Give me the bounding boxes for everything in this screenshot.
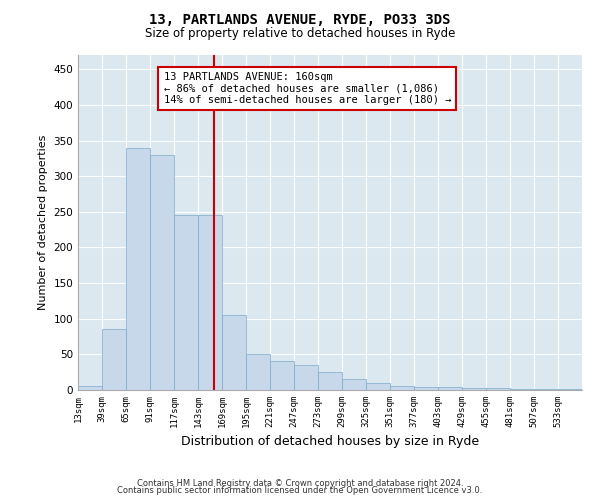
X-axis label: Distribution of detached houses by size in Ryde: Distribution of detached houses by size … xyxy=(181,436,479,448)
Bar xyxy=(438,387,462,390)
Bar xyxy=(198,216,222,390)
Bar xyxy=(102,330,126,390)
Text: Contains public sector information licensed under the Open Government Licence v3: Contains public sector information licen… xyxy=(118,486,482,495)
Bar xyxy=(294,365,318,390)
Text: Contains HM Land Registry data © Crown copyright and database right 2024.: Contains HM Land Registry data © Crown c… xyxy=(137,478,463,488)
Bar xyxy=(174,216,198,390)
Bar xyxy=(510,388,534,390)
Y-axis label: Number of detached properties: Number of detached properties xyxy=(38,135,48,310)
Bar xyxy=(462,388,486,390)
Bar xyxy=(270,362,294,390)
Bar xyxy=(486,388,510,390)
Bar xyxy=(366,383,390,390)
Text: Size of property relative to detached houses in Ryde: Size of property relative to detached ho… xyxy=(145,28,455,40)
Bar xyxy=(126,148,150,390)
Bar xyxy=(390,386,414,390)
Bar xyxy=(246,354,270,390)
Bar xyxy=(150,155,174,390)
Bar xyxy=(78,386,102,390)
Bar xyxy=(342,380,366,390)
Text: 13, PARTLANDS AVENUE, RYDE, PO33 3DS: 13, PARTLANDS AVENUE, RYDE, PO33 3DS xyxy=(149,12,451,26)
Text: 13 PARTLANDS AVENUE: 160sqm
← 86% of detached houses are smaller (1,086)
14% of : 13 PARTLANDS AVENUE: 160sqm ← 86% of det… xyxy=(164,72,451,105)
Bar xyxy=(318,372,342,390)
Bar xyxy=(414,387,438,390)
Bar xyxy=(558,388,582,390)
Bar xyxy=(222,315,246,390)
